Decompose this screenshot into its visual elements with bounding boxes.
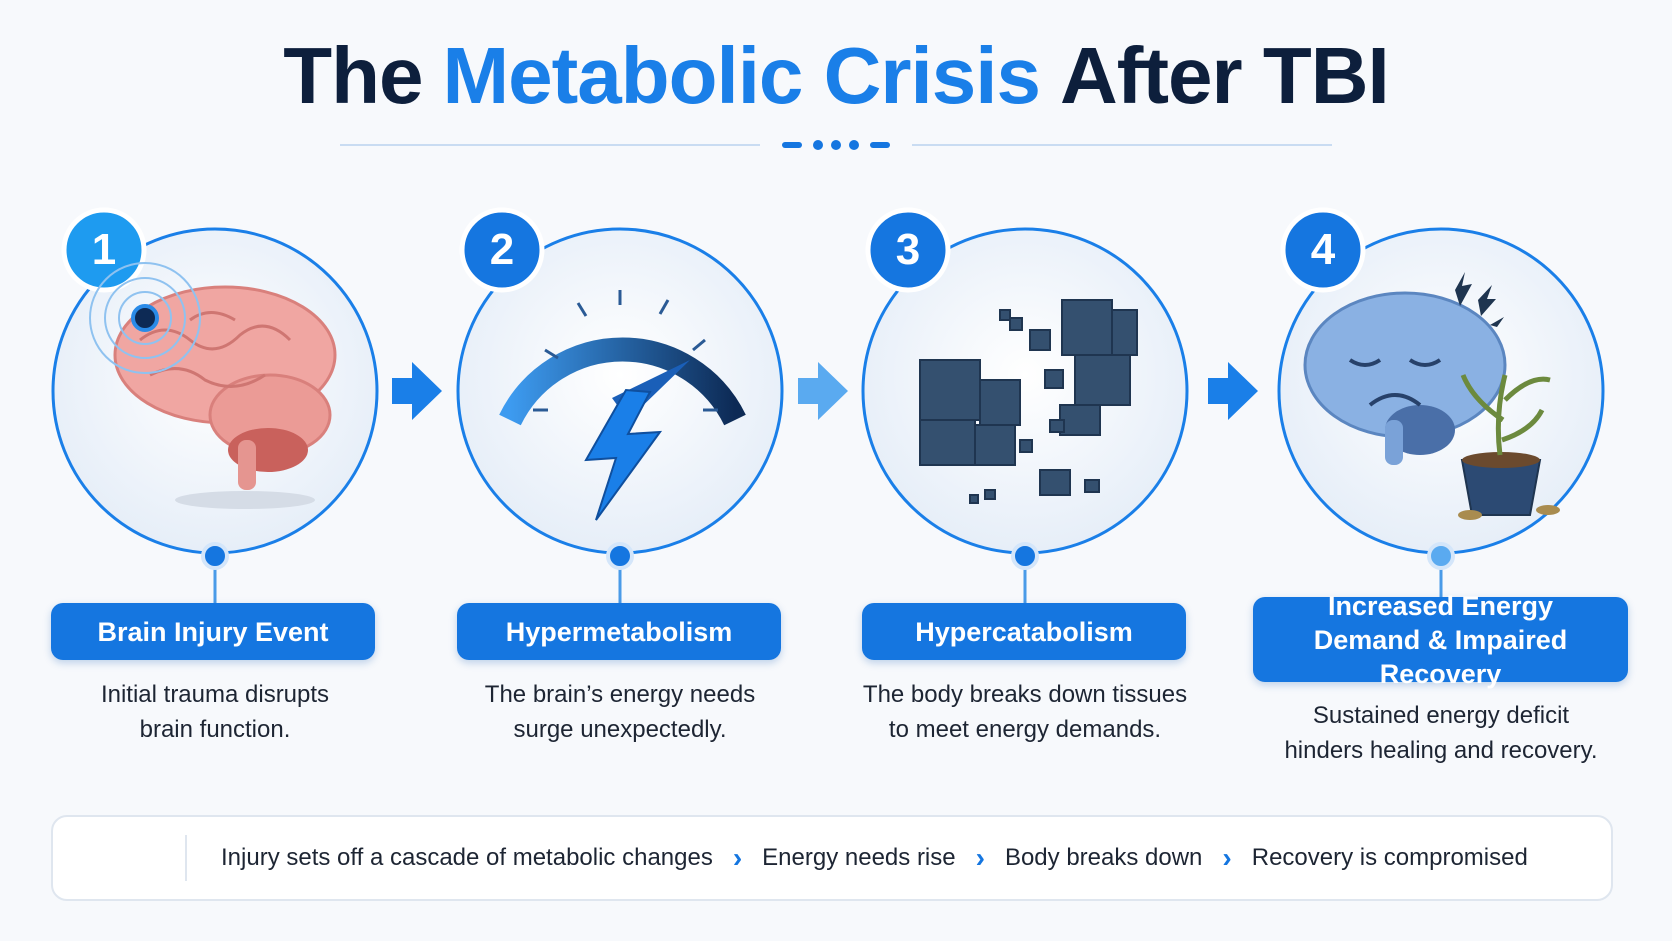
connector-dots [201,542,1455,570]
title-part: After TBI [1059,31,1390,120]
step-description: Initial trauma disrupts brain function. [100,681,330,743]
brain-icon [89,262,337,509]
tired-brain-icon [1303,272,1560,520]
chevron: › [732,842,743,873]
chevron: › [1222,842,1232,873]
divider-dot [831,140,841,150]
step-description: The body breaks down tissues to meet ene… [862,681,1188,743]
summary-step: Energy needs rise [762,844,956,871]
step-number: 3 [895,225,921,274]
step-label: Brain Injury Event [51,603,375,660]
step-description: The brain’s energy needs surge unexpecte… [484,681,756,743]
divider-dot [849,140,859,150]
step-label: Increased Energy Demand & Impaired Recov… [1253,591,1628,689]
summary-step: Recovery is compromised [1251,844,1528,871]
step-label: Hypercatabolism [862,603,1186,660]
divider-dot [813,140,823,150]
divider-dot [782,142,802,148]
title-highlight: Metabolic Crisis [442,31,1041,120]
number-badges [61,207,1366,293]
separator [185,835,187,881]
divider-dot [870,142,890,148]
title-part: The [283,31,423,120]
step-number: 1 [91,225,117,274]
title: The Metabolic Crisis After TBI [0,30,1672,122]
summary-intro: Injury sets off a cascade of metabolic c… [221,844,713,871]
gauge-icon [499,290,746,521]
summary-bar: Injury sets off a cascade of metabolic c… [51,815,1613,901]
flow-arrows [392,362,1258,420]
cubes-icon [919,299,1138,504]
chevron: › [975,842,985,873]
connectors [213,556,1443,603]
step-label: Hypermetabolism [457,603,781,660]
step-number: 4 [1310,225,1336,274]
step-description: Sustained energy deficit hinders healing… [1284,702,1598,764]
summary-step: Body breaks down [1004,844,1203,871]
step-number: 2 [489,225,515,274]
